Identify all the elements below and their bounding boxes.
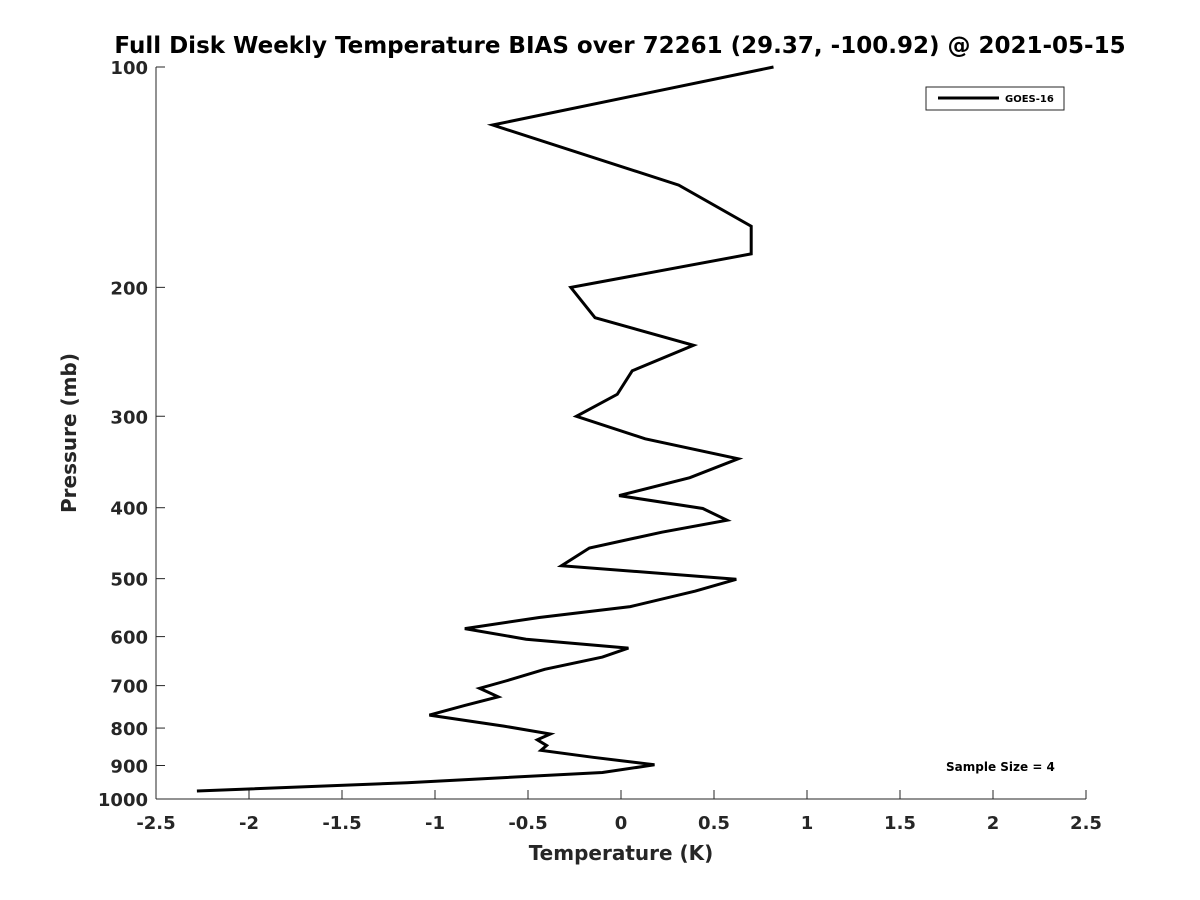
y-tick-label: 400 [110, 499, 148, 520]
x-tick-label: 2 [987, 813, 1000, 834]
x-axis-label: Temperature (K) [529, 841, 714, 865]
x-tick-label: 2.5 [1070, 813, 1102, 834]
x-tick-label: -2.5 [136, 813, 175, 834]
y-tick-label: 100 [110, 58, 148, 79]
x-tick-label: -2 [239, 813, 259, 834]
y-tick-label: 700 [110, 677, 148, 698]
x-tick-label: 1.5 [884, 813, 916, 834]
y-tick-label: 600 [110, 628, 148, 649]
y-tick-label: 800 [110, 719, 148, 740]
legend: GOES-16 [925, 86, 1065, 111]
x-tick-label: -1 [425, 813, 445, 834]
x-tick-label: -0.5 [508, 813, 547, 834]
x-tick-label: 1 [801, 813, 814, 834]
legend-label-goes-16: GOES-16 [1005, 94, 1054, 105]
x-ticks: -2.5 -2 -1.5 -1 -0.5 0 0.5 1 1.5 2 2.5 [136, 790, 1102, 834]
y-tick-label: 300 [110, 407, 148, 428]
y-tick-label: 200 [110, 278, 148, 299]
x-tick-label: -1.5 [322, 813, 361, 834]
chart-title: Full Disk Weekly Temperature BIAS over 7… [114, 33, 1125, 59]
y-tick-label: 500 [110, 570, 148, 591]
y-ticks: 100 200 300 400 500 600 700 800 900 1000 [98, 58, 165, 811]
x-tick-label: 0 [615, 813, 628, 834]
y-axis-label: Pressure (mb) [57, 353, 81, 513]
x-tick-label: 0.5 [698, 813, 730, 834]
y-tick-label: 900 [110, 757, 148, 778]
plot-area: -2.5 -2 -1.5 -1 -0.5 0 0.5 1 1.5 2 2.5 100 200 300 40… [98, 58, 1102, 834]
series-layer [196, 65, 774, 793]
sample-size-annotation: Sample Size = 4 [946, 760, 1055, 774]
series-line-goes-16 [196, 65, 774, 793]
y-tick-label: 1000 [98, 790, 148, 811]
